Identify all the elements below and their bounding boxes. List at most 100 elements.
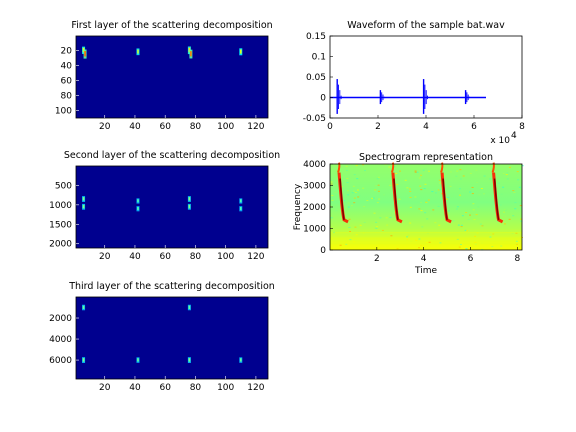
x-tick-label: 60 [159,383,171,393]
spectrogram-noise [348,214,351,216]
spectrogram-noise [503,211,506,213]
spectrogram-noise [508,166,511,168]
spectrogram-noise [416,201,419,203]
spectrogram-noise [398,198,401,200]
spectrogram-noise [420,174,423,176]
spectrogram-noise [418,247,421,249]
x-axis-label: Time [414,266,437,276]
spectrogram-noise [458,188,461,190]
spectrogram-noise [420,245,423,247]
x-tick-label: 120 [247,252,264,262]
spectrogram-noise [471,193,474,195]
x-tick-label: 80 [190,122,202,132]
spectrogram-chirp-top [390,162,395,173]
spectrogram-noise [359,224,362,226]
spectrogram-noise [439,189,442,191]
x-tick-label: 20 [99,383,111,393]
spectrogram-noise [447,210,450,212]
y-tick-label: 6000 [49,356,72,366]
spectrogram-chirp-top [440,162,444,173]
spectrogram-noise [345,169,348,171]
x-tick-label: 20 [99,122,111,132]
spectrogram-noise [518,186,521,188]
y-tick-label: 40 [61,61,73,71]
spectrogram-noise [514,202,517,204]
spectrogram-noise [435,192,438,194]
heatmap-hotspot-core [82,358,85,362]
y-tick-label: 2000 [303,203,326,213]
spectrogram-noise [456,206,459,208]
spectrogram-noise [420,210,423,212]
heatmap-background [76,297,268,379]
spectrogram-noise [376,202,379,204]
spectrogram-noise [483,193,486,195]
spectrogram-noise [466,230,469,232]
spectrogram-noise [396,183,399,185]
axes-frame [75,35,269,119]
spectrogram-noise [408,188,411,190]
spectrogram-noise [428,241,431,243]
spectrogram-noise [455,175,458,177]
spectrogram-noise [350,205,353,207]
panel-title: Second layer of the scattering decomposi… [64,150,280,161]
y-tick-label: 60 [61,76,73,86]
spectrogram-noise [456,238,459,240]
heatmap-hotspot-core [137,199,139,203]
spectrogram-noise [475,169,478,171]
spectrogram-noise [409,190,412,192]
spectrogram-noise [481,225,484,227]
spectrogram-noise [409,196,412,198]
spectrogram-noise [425,200,428,202]
spectrogram-noise [377,174,380,176]
spectrogram-noise [343,200,346,202]
spectrogram-noise [349,239,352,241]
heatmap-background [76,36,268,118]
spectrogram-noise [419,185,422,187]
panel-title: Spectrogram representation [359,152,493,163]
x-exponent-label: x 10 [490,136,510,146]
x-tick-label: 100 [217,122,234,132]
spectrogram-noise [467,218,470,220]
y-tick-label: 2000 [49,240,72,250]
spectrogram-noise [427,199,430,201]
spectrogram-chirp [393,178,399,221]
spectrogram-noise [331,229,334,231]
spectrogram-noise [423,169,426,171]
spectrogram-noise [434,222,437,224]
spectrogram-noise [339,244,342,246]
spectrogram-noise [512,164,515,166]
spectrogram-noise [422,169,425,171]
spectrogram-noise [353,241,356,243]
spectrogram-noise [357,196,360,198]
spectrogram-noise [491,246,494,248]
spectrogram-noise [474,235,477,237]
spectrogram-noise [441,219,444,221]
spectrogram-noise [374,227,377,229]
x-tick-label: 100 [217,383,234,393]
spectrogram-noise [362,187,365,189]
spectrogram-noise [516,171,519,173]
heatmap-hotspot-core [190,51,192,57]
spectrogram-noise [514,216,517,218]
spectrogram-noise [330,205,333,207]
panel-title: First layer of the scattering decomposit… [71,20,272,31]
spectrogram-noise [347,202,350,204]
spectrogram-noise [424,168,427,170]
spectrogram-noise [330,248,333,250]
x-tick-label: 6 [468,254,474,264]
heatmap-hotspot-core [82,197,85,201]
spectrogram-noise [346,190,349,192]
spectrogram-noise [424,183,427,185]
heatmap-hotspot-core [188,197,191,201]
panel-title: Third layer of the scattering decomposit… [68,281,275,292]
panel-title: Waveform of the sample bat.wav [347,20,505,31]
x-tick-label: 20 [99,252,111,262]
y-tick-label: 0.1 [312,53,326,63]
spectrogram-noise [459,169,462,171]
spectrogram-noise [357,176,360,178]
spectrogram-noise [383,194,386,196]
spectrogram-noise [425,241,428,243]
spectrogram-noise [451,195,454,197]
spectrogram-chirp [339,178,345,221]
